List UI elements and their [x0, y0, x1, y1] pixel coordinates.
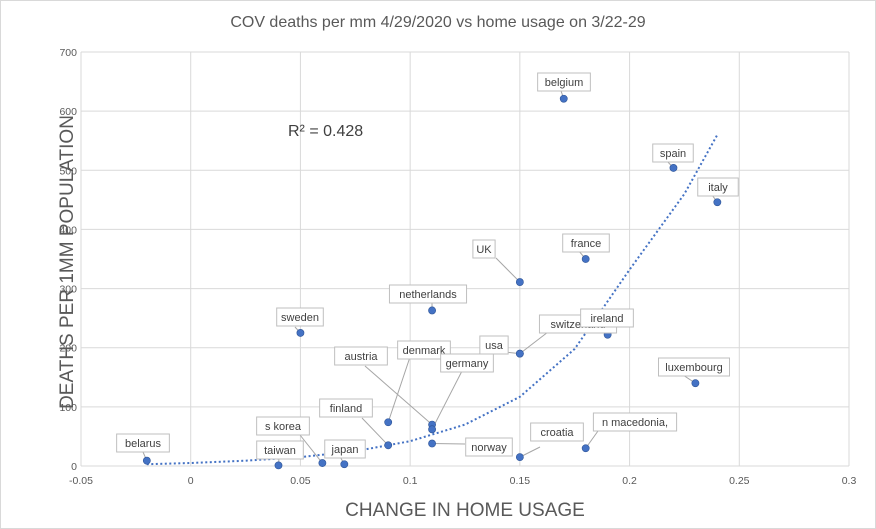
data-label-n-macedonia: n macedonia, [602, 417, 668, 429]
y-tick-label: 200 [59, 343, 77, 355]
data-label-italy: italy [708, 182, 728, 194]
data-label-belarus: belarus [125, 438, 162, 450]
data-label-box-s-korea [256, 416, 310, 436]
data-label-box-belarus [116, 433, 170, 453]
data-label-netherlands: netherlands [399, 289, 457, 301]
x-tick-label: -0.05 [69, 475, 93, 487]
y-tick-label: 300 [59, 284, 77, 296]
data-label-box-france [562, 233, 610, 253]
leader-line-switzerland [519, 331, 549, 355]
x-tick-label: 0.3 [842, 475, 857, 487]
data-label-box-germany [440, 353, 494, 373]
data-label-sweden: sweden [281, 312, 319, 324]
data-point-usa [515, 349, 524, 358]
data-point-taiwan [274, 461, 283, 470]
data-label-ireland: ireland [590, 313, 623, 325]
data-label-norway: norway [471, 442, 507, 454]
data-label-japan: japan [331, 444, 359, 456]
data-point-belarus [142, 456, 151, 465]
y-tick-label: 600 [59, 106, 77, 118]
data-label-box-austria [334, 346, 388, 366]
data-point-germany [428, 425, 436, 434]
data-point-france [581, 255, 590, 263]
leader-line-germany [431, 370, 463, 430]
data-label-box-norway [465, 437, 513, 457]
leader-line-austria [364, 365, 433, 425]
data-label-box-usa [479, 335, 509, 355]
data-label-box-uk [472, 239, 496, 259]
data-label-box-luxembourg [658, 357, 730, 377]
data-point-denmark [384, 418, 393, 427]
data-point-luxembourg [691, 379, 700, 388]
data-label-box-ireland [580, 308, 634, 328]
data-label-belgium: belgium [545, 77, 584, 89]
data-point-norway [428, 439, 436, 448]
y-tick-label: 700 [59, 47, 77, 59]
data-label-box-belgium [537, 72, 591, 92]
y-tick-label: 100 [59, 402, 77, 414]
data-label-luxembourg: luxembourg [665, 362, 722, 374]
data-label-uk: UK [476, 244, 492, 256]
data-label-denmark: denmark [403, 345, 446, 357]
data-point-uk [515, 278, 524, 286]
exponential-trendline [146, 134, 719, 466]
data-point-spain [669, 164, 678, 172]
data-label-box-spain [652, 143, 694, 163]
data-label-finland: finland [330, 403, 362, 415]
data-label-austria: austria [344, 351, 378, 363]
data-label-box-finland [319, 398, 373, 418]
x-tick-label: 0.15 [510, 475, 531, 487]
data-label-france: france [571, 238, 602, 250]
gridlines [80, 51, 850, 467]
data-label-box-sweden [276, 307, 324, 327]
r-squared-label: R² = 0.428 [288, 123, 363, 140]
data-label-croatia: croatia [540, 427, 574, 439]
data-label-box-n-macedonia [592, 412, 678, 432]
data-point-n-macedonia [581, 444, 590, 453]
y-tick-labels: 0 100 200 300 400 500 600 700 [59, 47, 77, 473]
data-point-belgium [559, 94, 568, 103]
data-label-s-korea: s korea [265, 421, 302, 433]
leader-line-denmark [387, 356, 411, 423]
data-label-box-denmark [397, 340, 451, 360]
x-tick-label: 0.05 [290, 475, 311, 487]
data-label-germany: germany [446, 358, 489, 370]
y-tick-label: 0 [71, 461, 77, 473]
y-tick-label: 400 [59, 224, 77, 236]
data-point-finland [384, 441, 393, 450]
y-tick-label: 500 [59, 165, 77, 177]
data-label-box-croatia [530, 422, 584, 442]
data-label-box-netherlands [388, 284, 468, 304]
x-tick-labels: -0.05 0 0.05 0.1 0.15 0.2 0.25 0.3 [69, 475, 856, 487]
x-tick-label: 0.2 [622, 475, 637, 487]
data-label-spain: spain [660, 148, 686, 160]
x-axis-title: CHANGE IN HOME USAGE [345, 500, 585, 521]
y-axis-title: DEATHS PER 1MM POPULATION [57, 115, 78, 409]
leader-line-uk [495, 257, 521, 283]
data-point-italy [713, 198, 722, 207]
data-label-usa: usa [485, 340, 504, 352]
data-point-sweden [296, 329, 305, 337]
data-point-netherlands [428, 306, 436, 315]
leader-line-finland [361, 417, 389, 446]
data-label-box-japan [324, 439, 366, 459]
x-tick-label: 0.1 [403, 475, 418, 487]
data-point-japan [340, 460, 349, 469]
data-point-croatia [515, 453, 524, 462]
chart-title: COV deaths per mm 4/29/2020 vs home usag… [230, 14, 645, 31]
x-tick-label: 0 [188, 475, 194, 487]
data-label-taiwan: taiwan [264, 445, 296, 457]
data-points [142, 94, 722, 470]
data-label-box-italy [697, 177, 739, 197]
leader-line-s-korea [299, 434, 323, 464]
x-tick-label: 0.25 [729, 475, 750, 487]
data-point-s-korea [318, 459, 327, 467]
data-label-box-taiwan [256, 440, 304, 460]
data-labels: belgium spain italy france UK netherlands swed… [116, 72, 739, 460]
